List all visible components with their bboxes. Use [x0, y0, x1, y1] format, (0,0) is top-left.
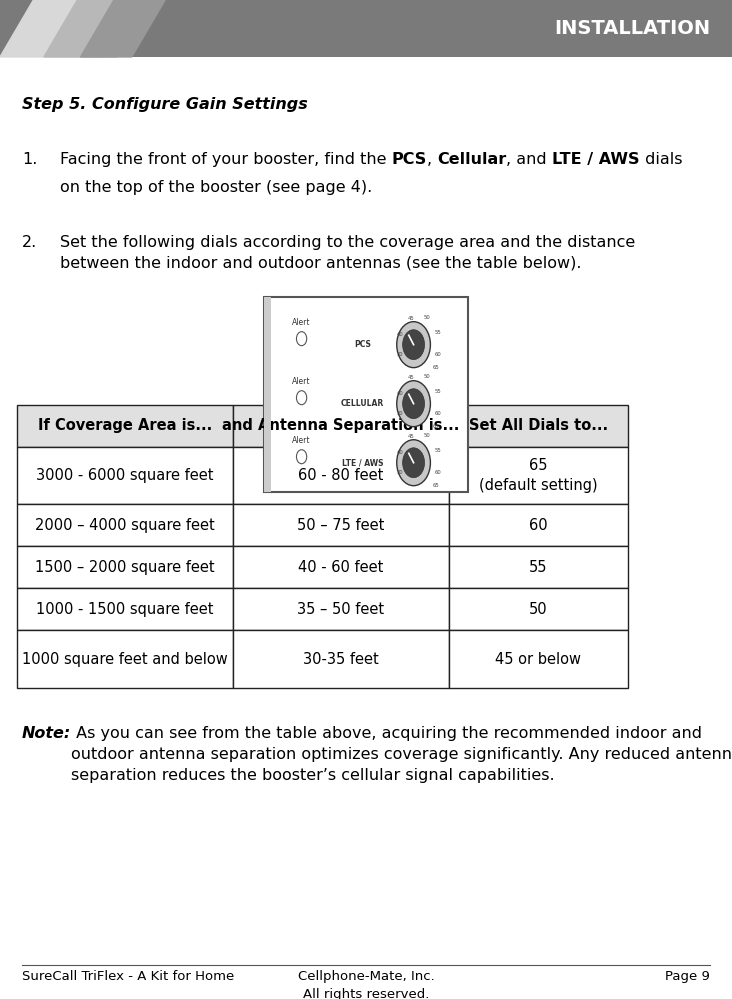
- Text: 60: 60: [529, 517, 548, 533]
- Text: 35 – 50 feet: 35 – 50 feet: [297, 601, 384, 617]
- Text: 3000 - 6000 square feet: 3000 - 6000 square feet: [36, 468, 214, 484]
- Bar: [233, 405, 449, 447]
- Bar: [449, 630, 628, 688]
- Text: 2000 – 4000 square feet: 2000 – 4000 square feet: [35, 517, 214, 533]
- Text: 2.: 2.: [22, 235, 37, 250]
- Circle shape: [296, 391, 307, 405]
- Text: As you can see from the table above, acquiring the recommended indoor and
outdoo: As you can see from the table above, acq…: [71, 726, 732, 783]
- Text: 40: 40: [397, 392, 404, 397]
- Circle shape: [403, 389, 425, 419]
- Bar: [449, 405, 628, 447]
- Bar: [449, 447, 628, 504]
- Text: 45: 45: [407, 376, 414, 381]
- Text: 60: 60: [435, 352, 442, 358]
- Bar: [0, 0, 732, 57]
- Text: PCS: PCS: [392, 152, 427, 167]
- Text: Cellphone-Mate, Inc.: Cellphone-Mate, Inc.: [298, 970, 434, 983]
- Text: SureCall TriFlex - A Kit for Home: SureCall TriFlex - A Kit for Home: [22, 970, 234, 983]
- Bar: [233, 588, 449, 630]
- Text: All rights reserved.: All rights reserved.: [303, 988, 429, 999]
- Circle shape: [397, 440, 430, 486]
- Text: 50: 50: [423, 375, 430, 380]
- Bar: [449, 504, 628, 546]
- Text: 55: 55: [435, 330, 442, 336]
- Bar: [449, 588, 628, 630]
- Text: 30: 30: [397, 471, 404, 476]
- Text: If Coverage Area is...: If Coverage Area is...: [37, 418, 212, 434]
- Text: 45: 45: [407, 316, 414, 322]
- Bar: [233, 447, 449, 504]
- Bar: [17, 630, 233, 688]
- Text: 60: 60: [435, 471, 442, 476]
- Text: 50: 50: [423, 434, 430, 439]
- Text: on the top of the booster (see page 4).: on the top of the booster (see page 4).: [60, 180, 373, 195]
- Bar: [264, 297, 271, 492]
- Bar: [233, 504, 449, 546]
- Text: 1000 square feet and below: 1000 square feet and below: [22, 651, 228, 667]
- Text: 50 – 75 feet: 50 – 75 feet: [297, 517, 384, 533]
- Text: Alert: Alert: [292, 437, 311, 446]
- Text: 65: 65: [432, 365, 439, 371]
- Text: 55: 55: [435, 390, 442, 395]
- Circle shape: [296, 332, 307, 346]
- Text: 55: 55: [435, 449, 442, 454]
- Text: 1.: 1.: [22, 152, 37, 167]
- Text: 55: 55: [529, 559, 548, 575]
- Polygon shape: [0, 0, 136, 57]
- Circle shape: [397, 322, 430, 368]
- Bar: [17, 546, 233, 588]
- Text: 60 - 80 feet: 60 - 80 feet: [298, 468, 384, 484]
- Text: Alert: Alert: [292, 318, 311, 328]
- Bar: [233, 546, 449, 588]
- Text: 65: 65: [432, 425, 439, 430]
- Bar: [17, 588, 233, 630]
- Text: dials: dials: [640, 152, 682, 167]
- Text: 40 - 60 feet: 40 - 60 feet: [298, 559, 384, 575]
- Text: 40: 40: [397, 451, 404, 456]
- Text: 30: 30: [397, 352, 404, 358]
- Text: Set the following dials according to the coverage area and the distance
between : Set the following dials according to the…: [60, 235, 635, 271]
- Text: INSTALLATION: INSTALLATION: [554, 19, 710, 38]
- Bar: [264, 297, 468, 492]
- Text: Cellular: Cellular: [437, 152, 507, 167]
- Bar: [17, 447, 233, 504]
- Text: , and: , and: [507, 152, 552, 167]
- Text: PCS: PCS: [354, 340, 371, 350]
- Text: Set All Dials to...: Set All Dials to...: [468, 418, 608, 434]
- Text: LTE / AWS: LTE / AWS: [342, 459, 383, 468]
- Text: 1000 - 1500 square feet: 1000 - 1500 square feet: [36, 601, 214, 617]
- Text: LTE / AWS: LTE / AWS: [552, 152, 640, 167]
- Text: Step 5. Configure Gain Settings: Step 5. Configure Gain Settings: [22, 97, 307, 112]
- Text: 50: 50: [529, 601, 548, 617]
- Bar: [17, 504, 233, 546]
- Text: Page 9: Page 9: [665, 970, 710, 983]
- Polygon shape: [81, 0, 165, 57]
- Polygon shape: [44, 0, 151, 57]
- Text: 45 or below: 45 or below: [496, 651, 581, 667]
- Circle shape: [403, 448, 425, 478]
- Circle shape: [397, 381, 430, 427]
- Text: Alert: Alert: [292, 378, 311, 387]
- Text: ,: ,: [427, 152, 437, 167]
- Circle shape: [296, 450, 307, 464]
- Text: 65: 65: [432, 484, 439, 489]
- Bar: [17, 405, 233, 447]
- Text: and Antenna Separation is...: and Antenna Separation is...: [222, 418, 460, 434]
- Text: 40: 40: [397, 332, 404, 338]
- Bar: [449, 546, 628, 588]
- Text: CELLULAR: CELLULAR: [340, 400, 384, 409]
- Text: 65
(default setting): 65 (default setting): [479, 459, 598, 493]
- Text: Facing the front of your booster, find the: Facing the front of your booster, find t…: [60, 152, 392, 167]
- Text: 60: 60: [435, 412, 442, 417]
- Text: Note:: Note:: [22, 726, 71, 741]
- Circle shape: [403, 330, 425, 360]
- Bar: [233, 630, 449, 688]
- Text: 45: 45: [407, 435, 414, 440]
- Text: 50: 50: [423, 315, 430, 321]
- Text: 30: 30: [397, 412, 404, 417]
- Text: 30-35 feet: 30-35 feet: [303, 651, 378, 667]
- Text: 1500 – 2000 square feet: 1500 – 2000 square feet: [35, 559, 214, 575]
